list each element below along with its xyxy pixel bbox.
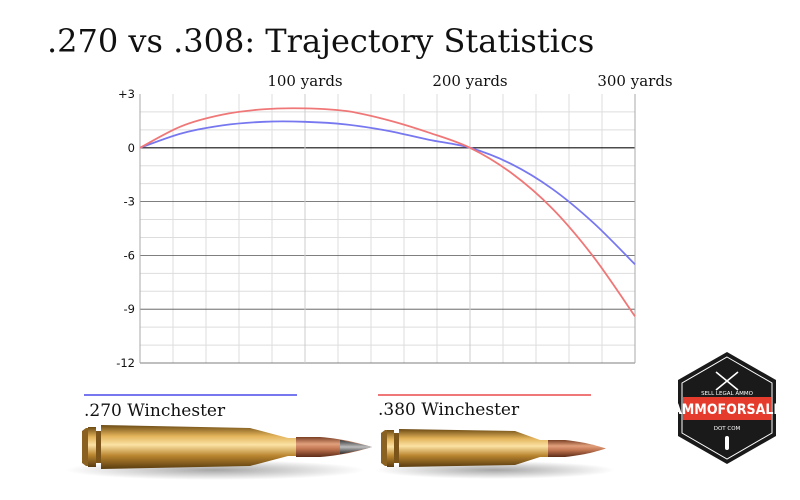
y-tick-label: -6 — [124, 248, 135, 262]
logo-top-text: SELL LEGAL AMMO — [701, 391, 753, 397]
y-tick-label: -9 — [124, 302, 135, 316]
270-winchester-cartridge-image — [65, 425, 372, 480]
chart-title: .270 vs .308: Trajectory Statistics — [47, 22, 594, 60]
legend-label-380-winchester: .380 Winchester — [378, 400, 520, 420]
x-tick-label: 300 yards — [597, 72, 672, 90]
x-axis-tick-labels: 100 yards 200 yards 300 yards — [267, 72, 672, 90]
ammoforsale-logo: SELL LEGAL AMMO AMMOFORSALE DOT COM — [672, 352, 782, 464]
series-line-270-winchester — [139, 120, 636, 266]
380-winchester-cartridge-image — [375, 429, 615, 479]
x-tick-label: 100 yards — [267, 72, 342, 90]
series-lines — [139, 107, 636, 317]
crossed-rifles-icon — [715, 371, 739, 391]
chart-grid — [139, 94, 636, 364]
logo-bottom-text: DOT COM — [714, 426, 741, 432]
logo-main-text: AMMOFORSALE — [672, 402, 782, 418]
y-tick-label: +3 — [118, 87, 135, 101]
y-tick-label: -12 — [116, 356, 135, 370]
legend-label-270-winchester: .270 Winchester — [84, 401, 226, 421]
y-tick-label: 0 — [128, 141, 135, 155]
x-tick-label: 200 yards — [432, 72, 507, 90]
series-line-380-winchester — [139, 107, 636, 317]
legend: .270 Winchester .380 Winchester — [84, 394, 591, 421]
y-axis-tick-labels: +3 0 -3 -6 -9 -12 — [116, 87, 135, 370]
y-tick-label: -3 — [124, 195, 135, 209]
